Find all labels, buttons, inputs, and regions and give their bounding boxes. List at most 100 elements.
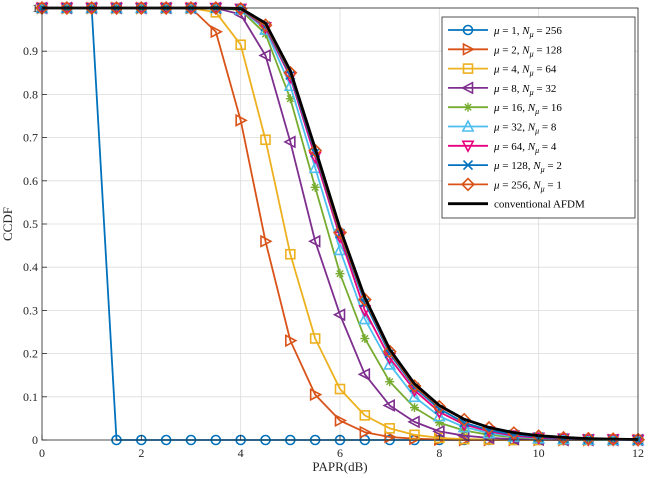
legend-label: conventional AFDM — [494, 199, 585, 211]
data-point — [359, 425, 372, 439]
legend-marker — [461, 140, 475, 153]
legend-marker — [462, 24, 474, 36]
legend-marker — [461, 177, 475, 192]
data-point — [334, 383, 346, 395]
data-point — [384, 430, 397, 444]
data-point — [408, 389, 421, 403]
data-point — [333, 242, 347, 256]
data-point — [407, 379, 422, 393]
data-point — [258, 49, 271, 63]
data-point — [382, 344, 397, 359]
legend-item: μ = 8, Nμ = 32 — [448, 81, 556, 97]
legend-item: μ = 32, Nμ = 8 — [448, 119, 557, 136]
data-point — [332, 308, 346, 322]
data-point — [360, 333, 370, 343]
legend-label: μ = 16, Nμ = 16 — [493, 102, 562, 116]
data-point — [184, 1, 198, 15]
legend-marker — [460, 81, 474, 95]
data-point — [407, 415, 420, 429]
axis-ticks: 0 2 4 6 8 10 12 0 0.1 0.2 0.3 0.4 0.5 0.6 0.7 0.8 0.9 1 — [23, 1, 644, 460]
legend-label: μ = 32, Nμ = 8 — [493, 122, 557, 136]
y-tick-label: 0.3 — [23, 303, 38, 317]
legend-marker — [462, 160, 474, 171]
data-point — [357, 367, 371, 381]
legend: μ = 1, Nμ = 256 μ = 2, Nμ = 128 μ = 4, Nμ … — [441, 16, 636, 219]
data-point — [432, 424, 445, 438]
legend-item: μ = 4, Nμ = 64 — [448, 63, 557, 78]
legend-label: μ = 2, Nμ = 128 — [493, 44, 562, 58]
y-tick-label: 0.8 — [23, 87, 38, 101]
data-point — [581, 431, 596, 446]
data-point — [333, 225, 347, 240]
data-point — [309, 333, 321, 344]
data-point — [409, 429, 420, 441]
data-point — [285, 334, 298, 348]
data-point — [383, 357, 397, 370]
data-point — [84, 1, 99, 15]
y-tick-label: 0.5 — [23, 217, 38, 231]
y-tick-label: 1 — [32, 1, 38, 15]
data-point — [357, 292, 372, 307]
legend-item: conventional AFDM — [448, 199, 585, 211]
data-point — [260, 234, 273, 248]
y-tick-label: 0.1 — [23, 390, 38, 404]
data-point — [382, 398, 395, 412]
y-tick-label: 0.2 — [23, 347, 38, 361]
legend-label: μ = 8, Nμ = 32 — [493, 83, 556, 97]
x-tick-label: 0 — [39, 446, 45, 460]
legend-label: μ = 1, Nμ = 256 — [493, 25, 562, 39]
legend-item: μ = 1, Nμ = 256 — [448, 24, 562, 39]
data-point — [335, 269, 345, 279]
data-point — [283, 65, 298, 80]
data-point — [283, 135, 296, 149]
y-tick-label: 0.6 — [23, 174, 38, 188]
legend-label: μ = 64, Nμ = 4 — [493, 141, 557, 155]
data-point — [235, 39, 246, 51]
y-tick-label: 0.7 — [23, 131, 38, 145]
data-point — [432, 399, 447, 414]
legend-item: μ = 64, Nμ = 4 — [448, 140, 557, 155]
y-axis-label: CCDF — [0, 207, 15, 241]
legend-marker — [462, 63, 474, 74]
data-point — [409, 382, 420, 393]
data-point — [109, 1, 124, 15]
data-point — [434, 418, 444, 428]
x-tick-label: 12 — [632, 446, 644, 460]
y-tick-label: 0 — [32, 433, 38, 447]
data-point — [384, 423, 395, 434]
legend-marker — [463, 102, 473, 112]
data-point — [258, 18, 273, 33]
data-point — [59, 1, 74, 15]
data-point — [260, 134, 271, 146]
data-point — [308, 143, 323, 158]
x-tick-label: 4 — [238, 446, 244, 460]
data-point — [134, 1, 149, 15]
y-tick-label: 0.4 — [23, 260, 38, 274]
x-tick-label: 6 — [337, 446, 343, 460]
data-point — [631, 432, 645, 447]
legend-marker — [461, 119, 475, 132]
data-point — [309, 388, 323, 402]
legend-item: μ = 128, Nμ = 2 — [448, 160, 562, 174]
data-point — [159, 1, 174, 15]
y-tick-label: 0.9 — [23, 44, 38, 58]
data-point — [235, 113, 248, 127]
legend-item: μ = 16, Nμ = 16 — [448, 102, 562, 116]
x-axis-label: PAPR(dB) — [312, 459, 367, 474]
data-point — [432, 409, 446, 422]
legend-marker — [462, 42, 476, 56]
x-tick-label: 10 — [533, 446, 545, 460]
legend-item: μ = 2, Nμ = 128 — [448, 42, 562, 58]
x-tick-label: 2 — [138, 446, 144, 460]
x-tick-label: 8 — [436, 446, 442, 460]
data-point — [308, 234, 321, 248]
data-point — [285, 248, 296, 260]
data-point — [410, 403, 419, 413]
data-point — [606, 432, 621, 447]
legend-label: μ = 128, Nμ = 2 — [493, 160, 562, 174]
data-point — [358, 311, 372, 325]
legend-item: μ = 256, Nμ = 1 — [448, 177, 562, 193]
data-point — [208, 1, 223, 15]
data-point — [233, 1, 248, 16]
